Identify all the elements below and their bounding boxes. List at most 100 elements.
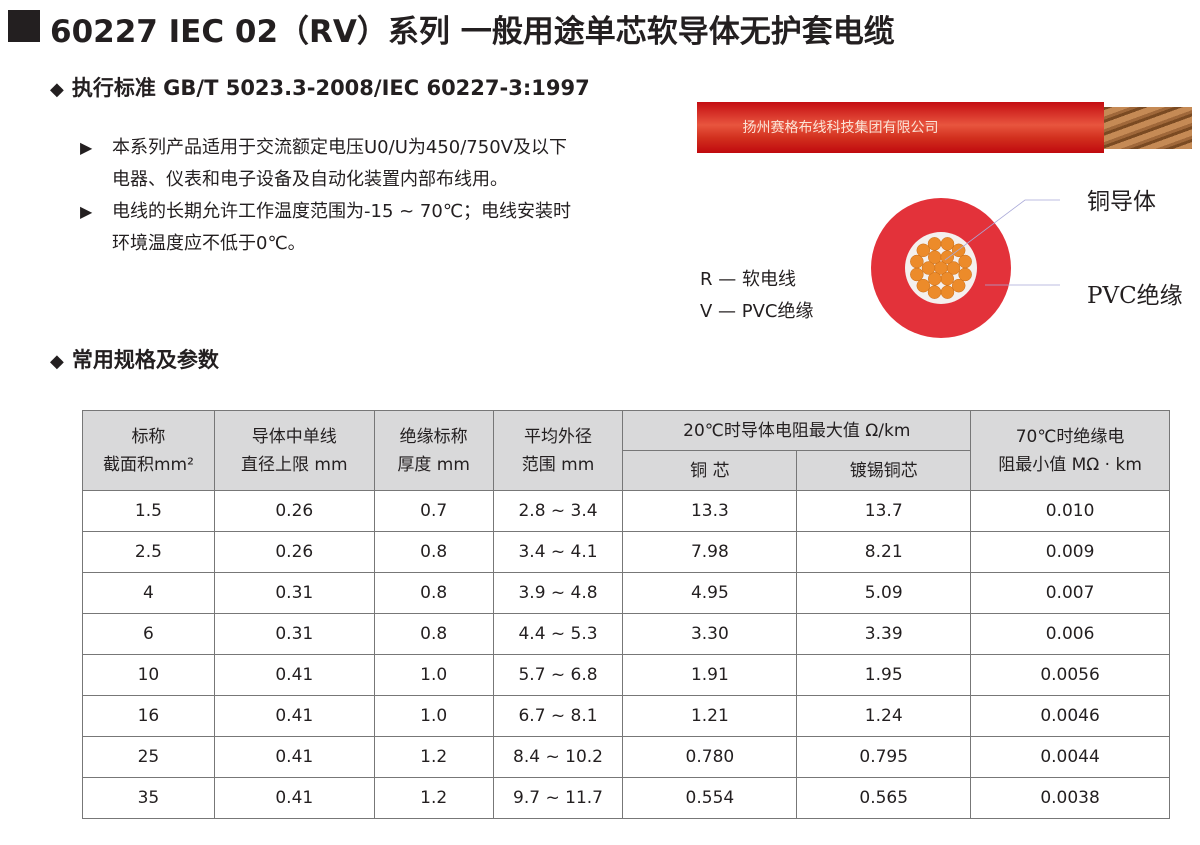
header-tinned-copper: 镀锡铜芯 xyxy=(796,450,972,491)
table-cell: 5.7 ~ 6.8 xyxy=(492,654,624,696)
table-row: 16 0.41 1.0 6.7 ~ 8.1 1.21 1.24 0.0046 xyxy=(82,695,1170,737)
table-cell: 3.30 xyxy=(622,613,798,655)
conductor-strand xyxy=(928,272,942,286)
table-row: 10 0.41 1.0 5.7 ~ 6.8 1.91 1.95 0.0056 xyxy=(82,654,1170,696)
table-cell: 0.7 xyxy=(373,490,494,532)
table-cell: 1.95 xyxy=(796,654,972,696)
bullet-item: ▶ 电线的长期允许工作温度范围为-15 ~ 70℃；电线安装时 环境温度应不低于0℃… xyxy=(80,196,680,260)
table-cell: 0.795 xyxy=(796,736,972,778)
bullet-item: ▶ 本系列产品适用于交流额定电压U0/U为450/750V及以下 电器、仪表和电子设… xyxy=(80,132,680,196)
page-title: 60227 IEC 02（RV）系列 一般用途单芯软导体无护套电缆 xyxy=(50,14,895,50)
table-row: 4 0.31 0.8 3.9 ~ 4.8 4.95 5.09 0.007 xyxy=(82,572,1170,614)
cross-section-diagram xyxy=(871,198,1060,338)
title-square-icon xyxy=(8,10,40,42)
table-cell: 0.007 xyxy=(970,572,1170,614)
table-cell: 2.8 ~ 3.4 xyxy=(492,490,624,532)
table-cell: 3.4 ~ 4.1 xyxy=(492,531,624,573)
diamond-icon: ◆ xyxy=(50,79,64,100)
diamond-icon: ◆ xyxy=(50,351,64,372)
bullet-line: 环境温度应不低于0℃。 xyxy=(112,233,306,254)
table-cell: 0.010 xyxy=(970,490,1170,532)
table-cell: 3.39 xyxy=(796,613,972,655)
description-list: ▶ 本系列产品适用于交流额定电压U0/U为450/750V及以下 电器、仪表和电子设… xyxy=(80,132,680,260)
table-cell: 4.95 xyxy=(622,572,798,614)
header-cross-section: 标称 截面积mm² xyxy=(82,410,215,491)
section-heading-text: 常用规格及参数 xyxy=(71,348,219,372)
table-cell: 0.0056 xyxy=(970,654,1170,696)
table-cell: 5.09 xyxy=(796,572,972,614)
table-cell: 1.2 xyxy=(373,777,494,819)
table-row: 2.5 0.26 0.8 3.4 ~ 4.1 7.98 8.21 0.009 xyxy=(82,531,1170,573)
legend: R — 软电线 V — PVC绝缘 xyxy=(700,264,814,328)
table-row: 25 0.41 1.2 8.4 ~ 10.2 0.780 0.795 0.0044 xyxy=(82,736,1170,778)
insulation-label: PVC绝缘 xyxy=(1087,283,1183,309)
table-cell: 0.0038 xyxy=(970,777,1170,819)
table-cell: 1.2 xyxy=(373,736,494,778)
spec-table: 标称 截面积mm² 导体中单线 直径上限 mm 绝缘标称 厚度 mm 平均外径 范围 m… xyxy=(82,410,1170,819)
table-cell: 0.26 xyxy=(213,531,375,573)
table-cell: 13.7 xyxy=(796,490,972,532)
table-cell: 0.8 xyxy=(373,613,494,655)
table-cell: 0.31 xyxy=(213,572,375,614)
table-cell: 0.0046 xyxy=(970,695,1170,737)
table-cell: 4 xyxy=(82,572,215,614)
section-heading: ◆ 常用规格及参数 xyxy=(50,344,219,374)
table-cell: 10 xyxy=(82,654,215,696)
table-cell: 0.41 xyxy=(213,736,375,778)
conductor-strand xyxy=(927,237,942,251)
table-cell: 0.006 xyxy=(970,613,1170,655)
table-cell: 0.565 xyxy=(796,777,972,819)
standard-text: 执行标准 GB/T 5023.3-2008/IEC 60227-3:1997 xyxy=(71,76,590,100)
header-copper: 铜 芯 xyxy=(622,450,798,491)
conductor-strand xyxy=(940,250,954,264)
header-wire-diameter: 导体中单线 直径上限 mm xyxy=(213,410,375,491)
conductor-strand xyxy=(910,267,924,282)
header-insulation-resistance: 70℃时绝缘电 阻最小值 MΩ · km xyxy=(970,410,1170,491)
table-cell: 13.3 xyxy=(622,490,798,532)
table-cell: 1.21 xyxy=(622,695,798,737)
conductor-strand xyxy=(940,237,955,251)
table-cell: 2.5 xyxy=(82,531,215,573)
table-cell: 6.7 ~ 8.1 xyxy=(492,695,624,737)
table-cell: 0.41 xyxy=(213,695,375,737)
conductor-strand xyxy=(940,285,955,299)
table-cell: 3.9 ~ 4.8 xyxy=(492,572,624,614)
table-cell: 0.8 xyxy=(373,531,494,573)
table-cell: 7.98 xyxy=(622,531,798,573)
conductor-strand xyxy=(951,278,966,293)
cable-print-text: 扬州赛格布线科技集团有限公司 xyxy=(742,120,939,136)
conductor-strand xyxy=(910,254,924,269)
table-row: 1.5 0.26 0.7 2.8 ~ 3.4 13.3 13.7 0.010 xyxy=(82,490,1170,532)
table-cell: 1.0 xyxy=(373,654,494,696)
table-cell: 0.554 xyxy=(622,777,798,819)
table-cell: 0.780 xyxy=(622,736,798,778)
legend-item: R — 软电线 xyxy=(700,269,796,290)
table-cell: 1.24 xyxy=(796,695,972,737)
table-cell: 8.4 ~ 10.2 xyxy=(492,736,624,778)
conductor-strand xyxy=(921,261,936,275)
table-cell: 1.5 xyxy=(82,490,215,532)
table-cell: 0.009 xyxy=(970,531,1170,573)
table-cell: 0.41 xyxy=(213,654,375,696)
table-cell: 1.0 xyxy=(373,695,494,737)
table-cell: 16 xyxy=(82,695,215,737)
triangle-icon: ▶ xyxy=(80,202,93,221)
conductor-strand xyxy=(958,267,972,282)
bullet-line: 电线的长期允许工作温度范围为-15 ~ 70℃；电线安装时 xyxy=(112,201,572,222)
table-cell: 0.31 xyxy=(213,613,375,655)
conductor-label: 铜导体 xyxy=(1087,189,1156,215)
bullet-line: 电器、仪表和电子设备及自动化装置内部布线用。 xyxy=(112,169,508,190)
table-cell: 8.21 xyxy=(796,531,972,573)
header-resistance-group: 20℃时导体电阻最大值 Ω/km xyxy=(622,410,972,451)
table-cell: 0.26 xyxy=(213,490,375,532)
conductor-strand xyxy=(951,243,966,258)
table-cell: 0.8 xyxy=(373,572,494,614)
cable-image: 扬州赛格布线科技集团有限公司 xyxy=(697,102,1104,153)
conductor-strand xyxy=(916,278,931,293)
table-row: 35 0.41 1.2 9.7 ~ 11.7 0.554 0.565 0.0038 xyxy=(82,777,1170,819)
bullet-line: 本系列产品适用于交流额定电压U0/U为450/750V及以下 xyxy=(112,137,567,158)
table-row: 6 0.31 0.8 4.4 ~ 5.3 3.30 3.39 0.006 xyxy=(82,613,1170,655)
table-cell: 9.7 ~ 11.7 xyxy=(492,777,624,819)
triangle-icon: ▶ xyxy=(80,138,93,157)
conductor-strand xyxy=(927,285,942,299)
